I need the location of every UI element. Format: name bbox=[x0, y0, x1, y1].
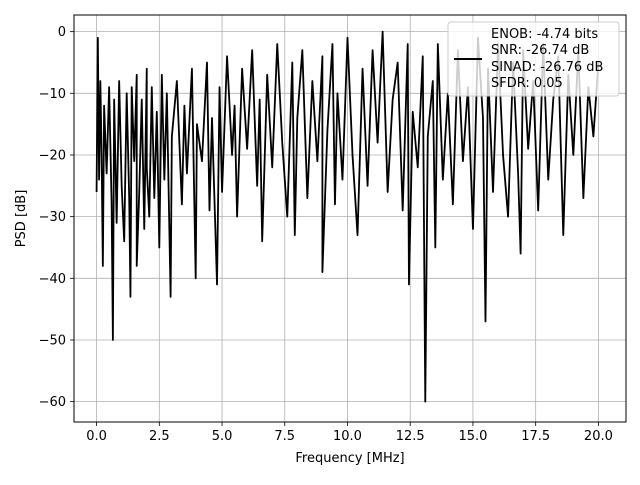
x-tick-label: 20.0 bbox=[584, 429, 613, 444]
x-axis-ticks: 0.0 2.5 5.0 7.5 10.0 12.5 15.0 17.5 20.0 bbox=[86, 422, 613, 444]
y-tick-label: −60 bbox=[39, 395, 66, 410]
series-layer bbox=[95, 30, 600, 403]
x-axis-label: Frequency [MHz] bbox=[295, 451, 404, 466]
x-tick-label: 0.0 bbox=[86, 429, 107, 444]
y-tick-label: −30 bbox=[39, 210, 66, 225]
x-tick-label: 15.0 bbox=[458, 429, 487, 444]
legend: ENOB: -4.74 bits SNR: -26.74 dB SINAD: -… bbox=[447, 21, 620, 97]
x-tick-label: 2.5 bbox=[149, 429, 170, 444]
x-tick-label: 5.0 bbox=[212, 429, 233, 444]
legend-box bbox=[447, 21, 620, 97]
y-tick-label: 0 bbox=[58, 25, 66, 40]
y-tick-label: −10 bbox=[39, 87, 66, 102]
y-axis-label: PSD [dB] bbox=[14, 190, 29, 248]
legend-line-sinad: SINAD: -26.76 dB bbox=[491, 60, 603, 75]
psd-series-line bbox=[95, 30, 600, 403]
x-tick-label: 12.5 bbox=[396, 429, 425, 444]
x-tick-label: 10.0 bbox=[333, 429, 362, 444]
y-tick-label: −50 bbox=[39, 333, 66, 348]
x-tick-label: 17.5 bbox=[521, 429, 550, 444]
x-tick-label: 7.5 bbox=[274, 429, 295, 444]
y-axis-ticks: 0 −10 −20 −30 −40 −50 −60 bbox=[39, 25, 74, 410]
legend-line-snr: SNR: -26.74 dB bbox=[491, 43, 589, 58]
plot-frame bbox=[73, 14, 627, 423]
y-tick-label: −20 bbox=[39, 148, 66, 163]
legend-line-enob: ENOB: -4.74 bits bbox=[491, 27, 598, 42]
legend-line-sfdr: SFDR: 0.05 bbox=[491, 76, 563, 91]
y-tick-label: −40 bbox=[39, 272, 66, 287]
